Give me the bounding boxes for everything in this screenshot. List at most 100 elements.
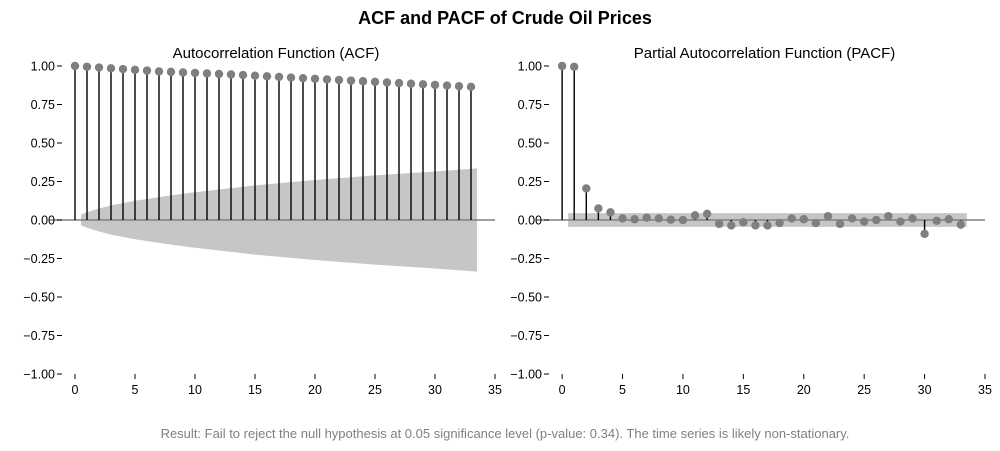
- acf-xtick-label: 35: [488, 383, 502, 397]
- pacf-marker: [896, 217, 905, 226]
- acf-panel: Autocorrelation Function (ACF) −1.00 −0.7…: [23, 45, 502, 397]
- acf-marker: [466, 82, 476, 91]
- acf-marker: [250, 71, 260, 80]
- pacf-ytick-label: −0.50: [510, 291, 542, 305]
- pacf-xtick-label: 5: [619, 383, 626, 397]
- acf-xtick-label: 30: [428, 383, 442, 397]
- pacf-marker: [666, 215, 676, 224]
- pacf-marker: [690, 211, 700, 220]
- acf-marker: [106, 64, 116, 73]
- pacf-axes: −1.00 −0.75 −0.50 −0.25 0.00 0.25 0.50 0.75 1.00…: [510, 60, 992, 398]
- acf-marker: [394, 78, 404, 88]
- pacf-marker: [678, 215, 688, 225]
- acf-ytick-label: 1.00: [31, 60, 55, 74]
- pacf-marker: [920, 229, 929, 239]
- pacf-marker: [763, 221, 772, 230]
- acf-marker: [346, 76, 356, 85]
- acf-xtick-label: 0: [72, 383, 79, 397]
- acf-marker: [130, 65, 140, 75]
- acf-marker: [226, 70, 236, 79]
- acf-marker: [238, 70, 248, 80]
- acf-marker: [166, 67, 176, 77]
- pacf-marker: [835, 219, 845, 229]
- acf-marker: [178, 68, 188, 77]
- pacf-ytick-label: 0.50: [518, 137, 542, 151]
- acf-panel-title: Autocorrelation Function (ACF): [173, 45, 380, 62]
- pacf-panel-title: Partial Autocorrelation Function (PACF): [634, 45, 896, 62]
- pacf-marker: [823, 211, 833, 221]
- pacf-xtick-label: 25: [857, 383, 871, 397]
- pacf-marker: [582, 184, 591, 193]
- pacf-marker: [847, 214, 857, 223]
- pacf-marker: [944, 215, 953, 224]
- pacf-marker: [727, 221, 736, 230]
- acf-marker: [274, 72, 284, 82]
- pacf-stems: [557, 61, 966, 239]
- pacf-marker: [618, 214, 627, 223]
- acf-marker: [214, 69, 224, 79]
- pacf-ytick-label: −0.75: [510, 329, 542, 343]
- acf-ytick-label: 0.00: [31, 214, 55, 228]
- acf-marker: [298, 73, 308, 83]
- pacf-marker: [557, 61, 567, 71]
- acf-xtick-label: 10: [188, 383, 202, 397]
- pacf-marker: [884, 211, 893, 221]
- acf-ytick-label: −0.75: [23, 329, 55, 343]
- figure-title: ACF and PACF of Crude Oil Prices: [358, 8, 652, 28]
- pacf-panel: Partial Autocorrelation Function (PACF) …: [510, 45, 992, 397]
- pacf-marker: [702, 209, 712, 219]
- pacf-marker: [751, 221, 760, 230]
- acf-ytick-label: −0.25: [23, 252, 55, 266]
- pacf-marker: [606, 208, 615, 217]
- pacf-marker: [642, 213, 651, 222]
- acf-xtick-label: 25: [368, 383, 382, 397]
- acf-marker: [202, 69, 212, 78]
- acf-marker: [286, 73, 296, 82]
- pacf-marker: [811, 218, 821, 228]
- acf-ytick-label: 0.25: [31, 175, 55, 189]
- pacf-xtick-label: 30: [918, 383, 932, 397]
- acf-marker: [406, 79, 416, 88]
- acf-marker: [118, 64, 128, 74]
- acf-marker: [322, 75, 332, 84]
- acf-xtick-label: 5: [132, 383, 139, 397]
- acf-marker: [154, 67, 164, 76]
- acf-marker: [262, 72, 272, 81]
- pacf-xtick-label: 0: [559, 383, 566, 397]
- acf-marker: [418, 80, 428, 89]
- acf-marker: [310, 74, 320, 83]
- pacf-marker: [630, 215, 639, 224]
- acf-marker: [334, 75, 344, 85]
- acf-ytick-label: 0.50: [31, 137, 55, 151]
- pacf-marker: [739, 218, 748, 227]
- result-note: Result: Fail to reject the null hypothes…: [161, 426, 850, 441]
- acf-xtick-label: 15: [248, 383, 262, 397]
- pacf-marker: [956, 220, 966, 229]
- pacf-xtick-label: 35: [978, 383, 992, 397]
- pacf-marker: [570, 62, 579, 71]
- pacf-marker: [714, 219, 724, 229]
- acf-ytick-label: 0.75: [31, 98, 55, 112]
- pacf-marker: [787, 214, 796, 223]
- pacf-ytick-label: 0.25: [518, 175, 542, 189]
- acf-marker: [430, 80, 440, 90]
- pacf-marker: [594, 204, 603, 213]
- acf-marker: [142, 66, 152, 75]
- acf-axes: −1.00 −0.75 −0.50 −0.25 0.00 0.25 0.50 0.75 1.00…: [23, 60, 502, 398]
- acf-marker: [382, 78, 392, 87]
- pacf-marker: [872, 215, 881, 225]
- acf-marker: [454, 81, 464, 91]
- acf-marker: [70, 61, 80, 71]
- acf-marker: [82, 62, 92, 71]
- acf-marker: [358, 77, 368, 86]
- pacf-marker: [859, 217, 869, 226]
- acf-marker: [94, 63, 104, 72]
- pacf-ytick-label: −1.00: [510, 368, 542, 382]
- acf-ytick-label: −0.50: [23, 291, 55, 305]
- acf-marker: [442, 81, 452, 90]
- acf-ytick-label: −1.00: [23, 368, 55, 382]
- pacf-ytick-label: 1.00: [518, 60, 542, 74]
- pacf-marker: [799, 215, 808, 224]
- pacf-ytick-label: −0.25: [510, 252, 542, 266]
